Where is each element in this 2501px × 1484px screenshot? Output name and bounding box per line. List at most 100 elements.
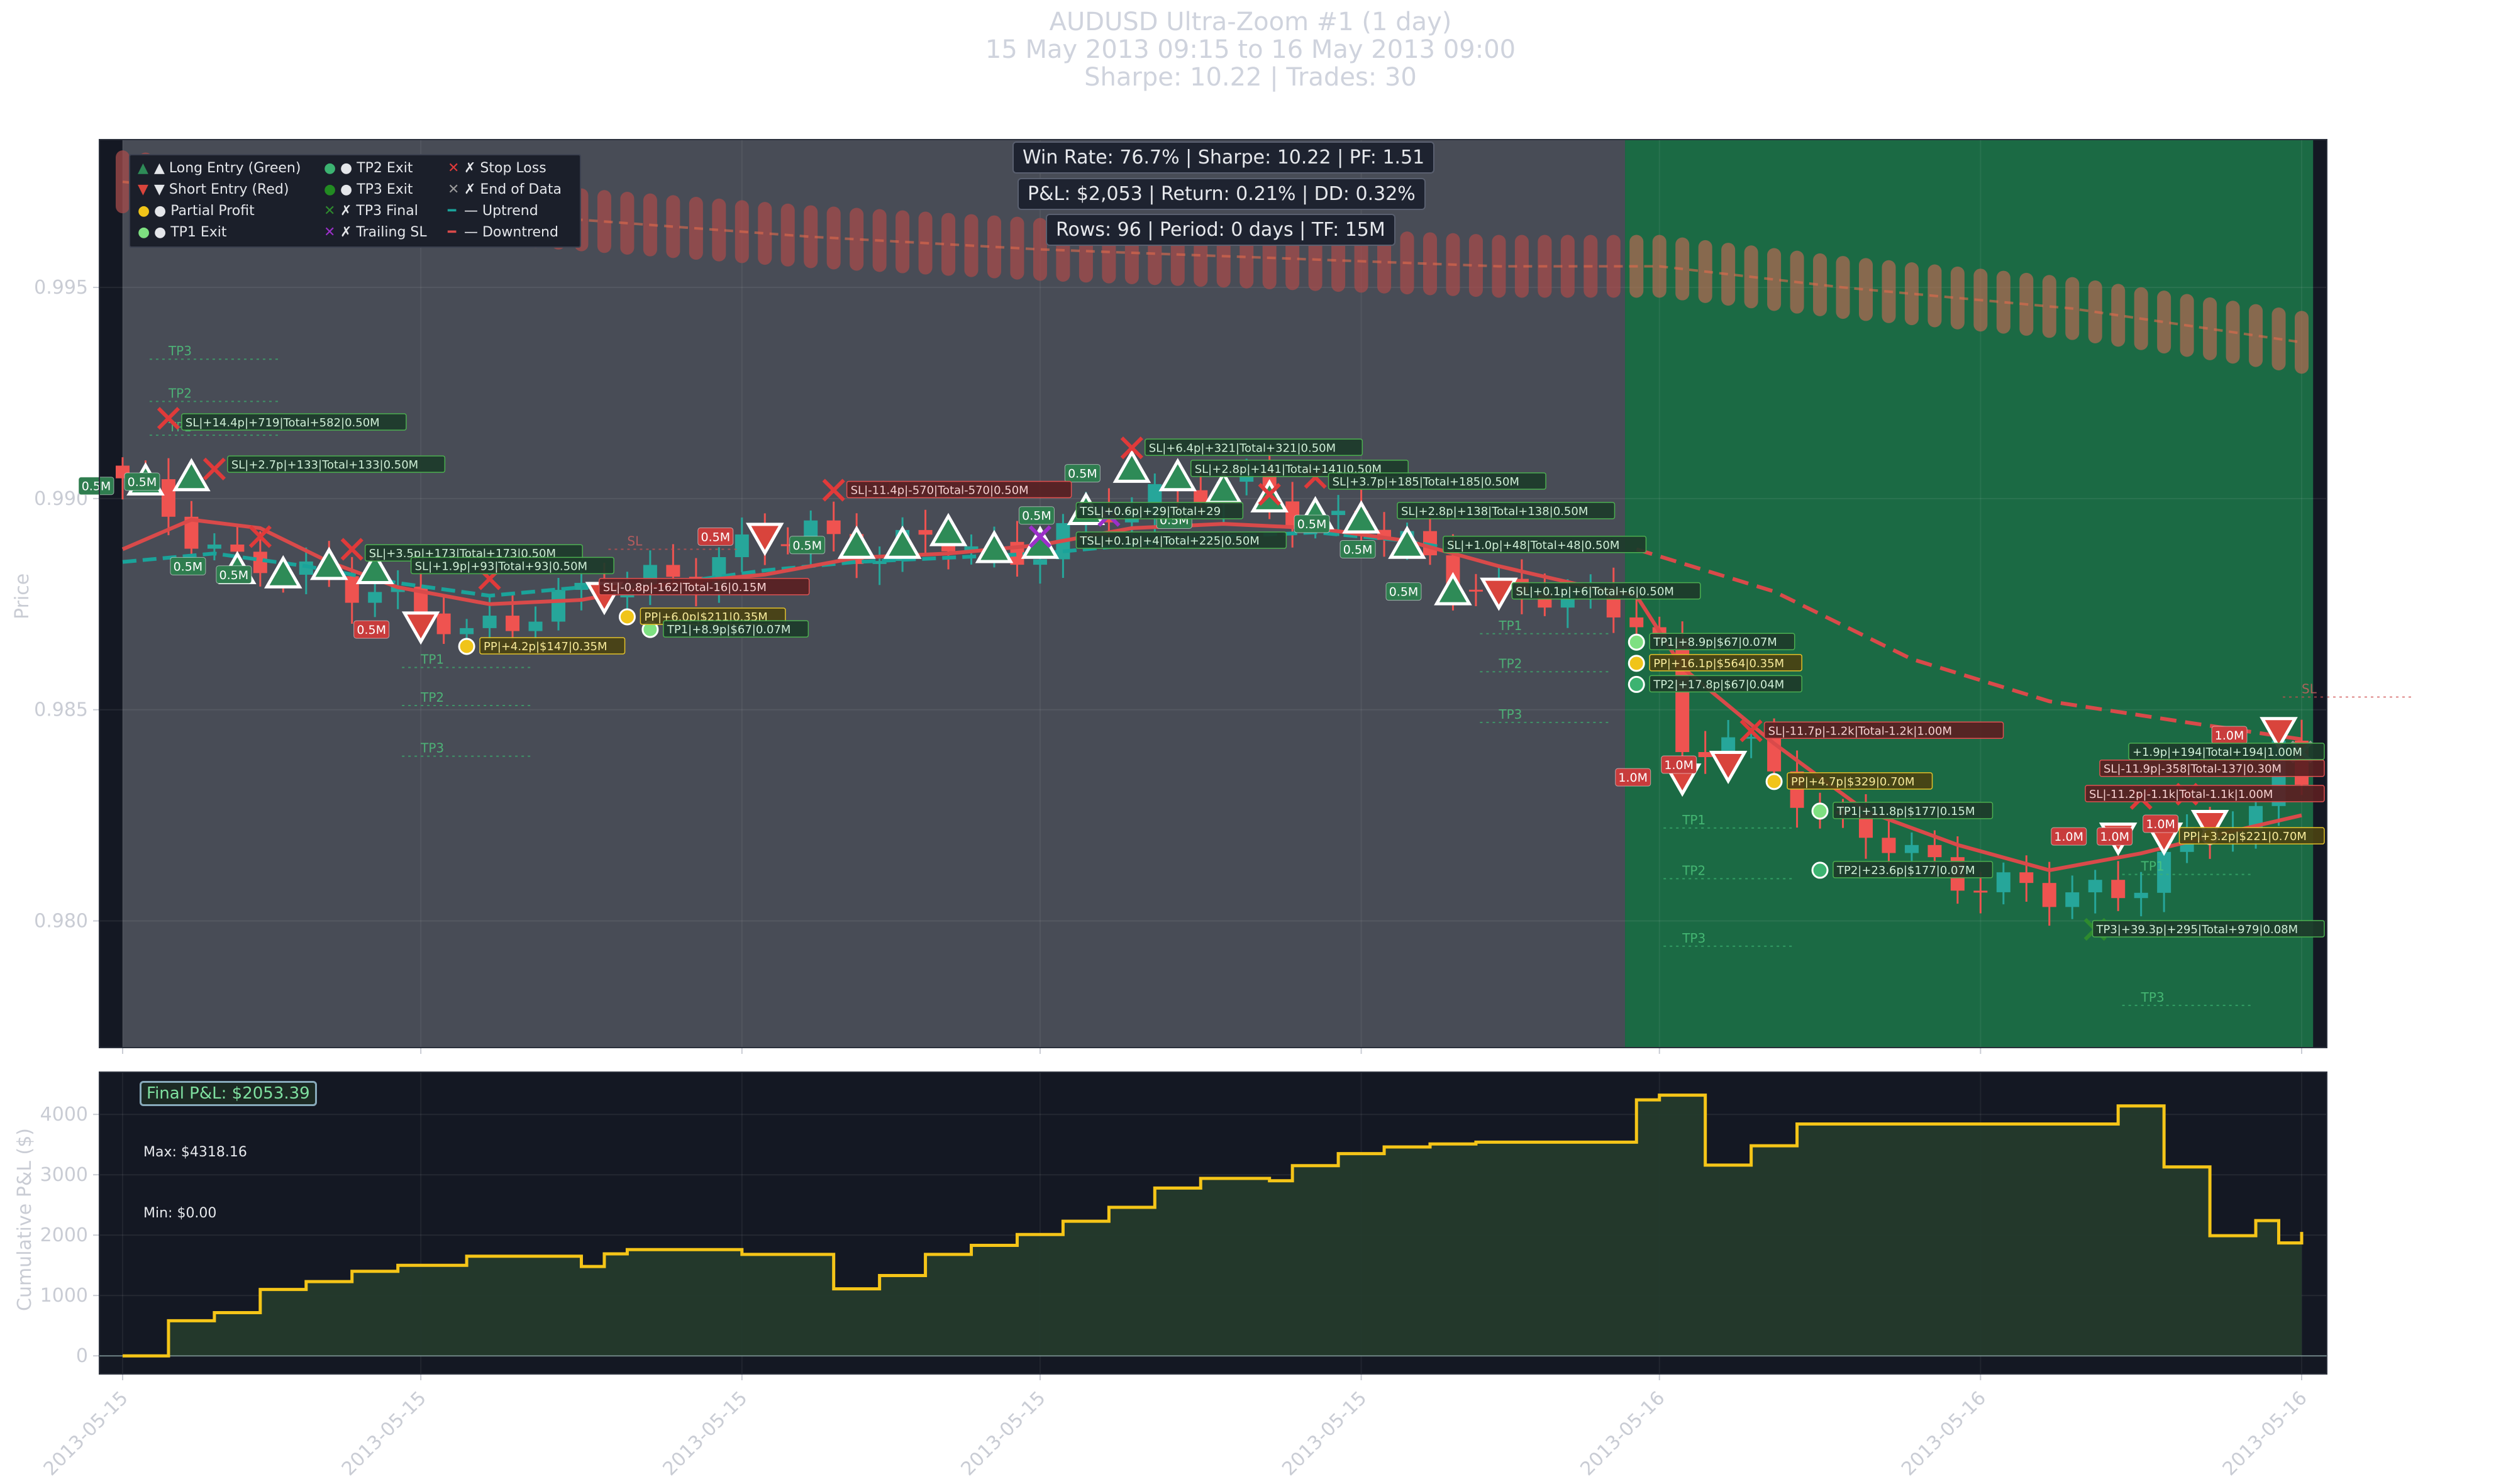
trade-annotation-bg-9 (1145, 438, 1363, 457)
candle-body (1033, 559, 1047, 565)
size-tag-bg-2 (170, 556, 206, 575)
stats-box-3: Rows: 96 | Period: 0 days | TF: 15M (1046, 214, 1395, 246)
downtrend-line-icon: ━ (448, 224, 457, 240)
x-tick-label-2: 2013-05-15 (658, 1387, 751, 1480)
band-pill (1996, 270, 2010, 334)
legend-label-2: ● Partial Profit (154, 203, 255, 219)
candle-body (1927, 844, 1942, 858)
long-entry-marker-17 (1342, 500, 1380, 534)
candle-body (2019, 872, 2034, 883)
legend-label-8: ✗ Stop Loss (464, 160, 546, 176)
long-entry-marker-18 (1388, 525, 1426, 559)
stop-loss-marker-5-b (822, 479, 845, 502)
short-entry-marker-2 (745, 523, 784, 556)
level-label-14: TP3 (2141, 990, 2165, 1005)
equity-area-fill (123, 1095, 2302, 1356)
min-pnl-label: Min: $0.00 (143, 1205, 217, 1221)
trade-annotation-9: SL|+6.4p|+321|Total+321|0.50M (1149, 441, 1336, 455)
band-pill (804, 205, 818, 269)
stats-box-1: Win Rate: 76.7% | Sharpe: 10.22 | PF: 1.… (1012, 141, 1435, 174)
x-tick-label-4: 2013-05-15 (1278, 1387, 1371, 1480)
pnl-tick-label-4: 4000 (40, 1104, 88, 1126)
candle-body (872, 561, 887, 564)
trade-annotation-bg-6 (479, 637, 626, 655)
long-entry-marker-8 (929, 512, 968, 546)
band-pill (1468, 234, 1483, 297)
band-pill (2295, 311, 2309, 374)
trade-annotation-bg-4 (846, 480, 1072, 499)
trade-annotation-bg-15 (1443, 536, 1647, 553)
candle-body (2134, 892, 2148, 899)
stop-loss-marker-5 (822, 479, 845, 502)
candle-body (574, 582, 589, 590)
price-tick-label-3: 0.995 (34, 277, 88, 299)
trade-annotation-22: TP1|+11.8p|$177|0.15M (1836, 805, 1975, 818)
trade-annotation-bg-25 (2085, 785, 2325, 802)
band-pill (850, 208, 864, 271)
x-tick-label-1: 2013-05-15 (338, 1387, 431, 1480)
candle-body (528, 621, 543, 631)
level-label-5: TP3 (420, 741, 444, 756)
size-tag-bg-11 (1339, 540, 1376, 558)
trade-annotation-bg-20 (1763, 721, 2004, 739)
size-tag-14: 1.0M (1664, 758, 1694, 772)
candle-body (207, 544, 221, 549)
candle-body (368, 592, 382, 603)
tp1-exit-marker-1 (1628, 633, 1645, 651)
size-tag-0: 0.5M (82, 480, 111, 494)
legend-label-11: — Downtrend (464, 224, 558, 240)
trade-annotation-11: SL|+3.7p|+185|Total+185|0.50M (1333, 475, 1519, 489)
size-tag-11: 0.5M (1343, 543, 1373, 556)
legend-item-4: ● ● TP2 Exit (324, 160, 413, 176)
stop-loss-marker-0 (157, 407, 180, 430)
price-panel-border (99, 139, 2327, 1048)
band-pill (1904, 262, 1919, 326)
level-label-2: TP3 (168, 343, 192, 358)
candle-body (2111, 880, 2126, 899)
legend-label-1: ▼ Short Entry (Red) (154, 182, 289, 197)
size-tag-bg-10 (1294, 514, 1330, 533)
band-pill (2111, 284, 2126, 347)
price-tick-label-1: 0.985 (34, 699, 88, 721)
trade-annotation-13: TSL|+0.6p|+29|Total+29 (1079, 505, 1221, 518)
pnl-panel-border (99, 1071, 2327, 1375)
legend-label-4: ● TP2 Exit (340, 160, 413, 176)
candle-body (735, 534, 749, 558)
trade-annotation-bg-18 (1649, 654, 1802, 672)
stop-loss-marker-7 (1258, 483, 1281, 506)
size-tag-bg-17 (2143, 814, 2179, 833)
trade-annotation-bg-22 (1833, 802, 1994, 819)
candle-body (2088, 880, 2102, 893)
size-tag-bg-6 (789, 536, 826, 555)
x-tick-label-7: 2013-05-16 (2219, 1387, 2312, 1480)
trade-annotation-bg-24 (2092, 920, 2325, 938)
band-pill (1423, 232, 1437, 296)
chart-legend: ▲ ▲ Long Entry (Green) ▼ ▼ Short Entry (Red… (129, 154, 581, 248)
legend-label-10: — Uptrend (464, 203, 538, 219)
trade-annotation-23: TP2|+23.6p|$177|0.07M (1836, 864, 1975, 877)
legend-item-3: ● ● TP1 Exit (138, 224, 227, 240)
trade-annotation-bg-27 (2178, 827, 2325, 844)
final-pnl-label: Final P&L: $2053.39 (140, 1081, 317, 1106)
chart-title: AUDUSD Ultra-Zoom #1 (1 day) (1049, 8, 1452, 36)
stop-loss-marker-9 (1739, 719, 1763, 743)
candle-body (780, 544, 795, 546)
band-pill (2203, 297, 2217, 360)
trade-annotation-8: TP1|+8.9p|$67|0.07M (667, 623, 791, 636)
trade-annotation-3: SL|+1.9p|+93|Total+93|0.50M (415, 560, 587, 573)
band-pill (666, 195, 680, 258)
level-label-17: SL (2302, 682, 2317, 697)
short-entry-marker-9 (2260, 717, 2298, 751)
candle-body (230, 544, 245, 552)
trade-annotation-bg-17 (1649, 633, 1795, 650)
level-label-4: TP2 (420, 690, 444, 705)
short-entry-marker-8 (2190, 810, 2229, 844)
trade-annotation-bg-3 (410, 556, 614, 575)
candle-body (1331, 511, 1346, 516)
stop-loss-marker-6 (1120, 436, 1143, 460)
short-entry-marker-3 (1480, 577, 1518, 611)
x-tick-label-6: 2013-05-16 (1897, 1387, 1990, 1480)
trade-annotation-bg-13 (1075, 502, 1244, 519)
level-label-6: TP1 (1498, 618, 1522, 633)
candle-body (482, 616, 497, 628)
